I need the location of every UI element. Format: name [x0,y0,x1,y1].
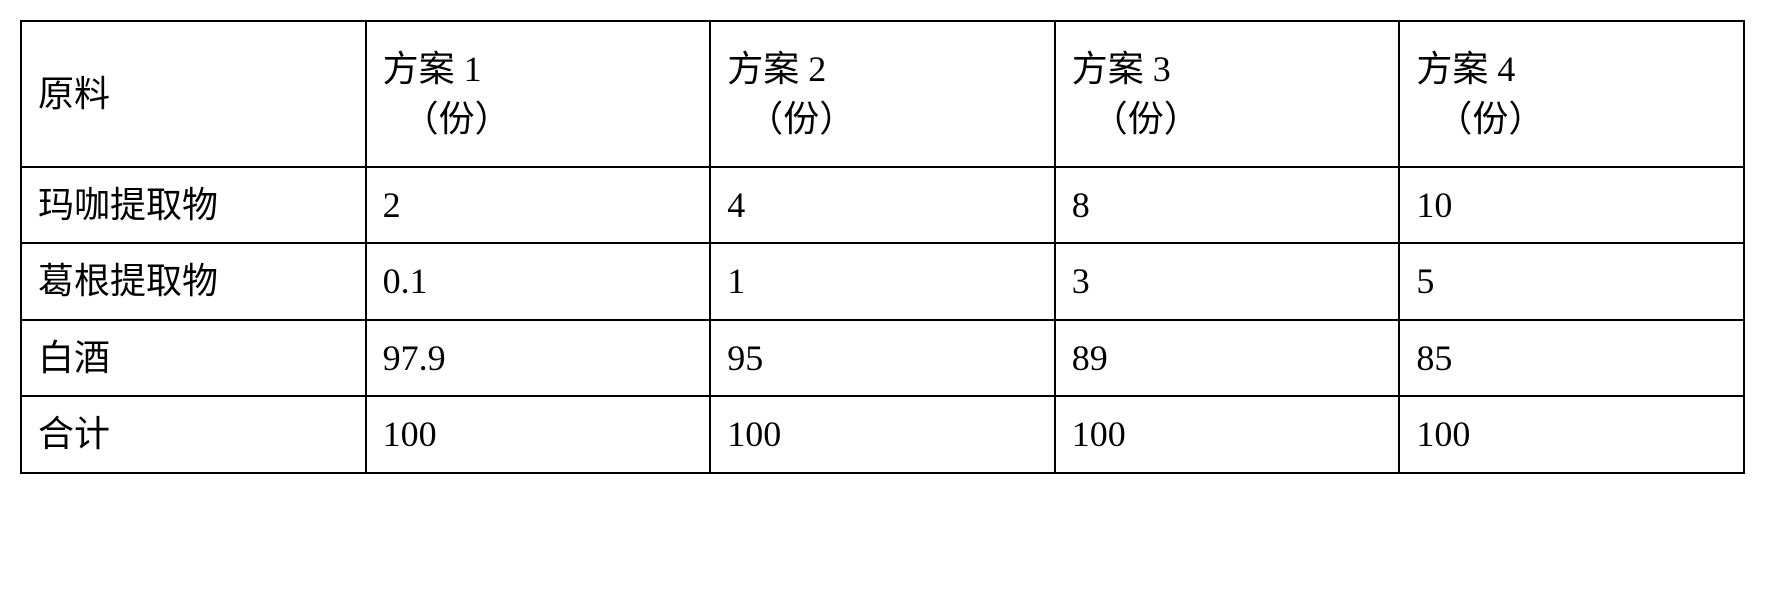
header-label: 方案 2 [727,49,826,89]
table-header-row: 原料 方案 1 （份） 方案 2 （份） 方案 3 （份） 方案 4 （份） [21,21,1744,167]
header-cell-plan2: 方案 2 （份） [710,21,1055,167]
cell-value: 97.9 [366,320,711,396]
table-row: 玛咖提取物 2 4 8 10 [21,167,1744,243]
header-unit: （份） [1072,94,1383,144]
cell-value: 10 [1399,167,1744,243]
row-label: 葛根提取物 [21,243,366,319]
header-cell-plan3: 方案 3 （份） [1055,21,1400,167]
header-cell-plan1: 方案 1 （份） [366,21,711,167]
row-label: 合计 [21,396,366,472]
cell-value: 100 [366,396,711,472]
cell-value: 3 [1055,243,1400,319]
header-cell-plan4: 方案 4 （份） [1399,21,1744,167]
cell-value: 100 [1055,396,1400,472]
table-row: 葛根提取物 0.1 1 3 5 [21,243,1744,319]
header-label: 方案 1 [383,49,482,89]
header-label: 方案 3 [1072,49,1171,89]
cell-value: 5 [1399,243,1744,319]
cell-value: 95 [710,320,1055,396]
header-label: 方案 4 [1416,49,1515,89]
cell-value: 89 [1055,320,1400,396]
header-cell-ingredient: 原料 [21,21,366,167]
header-unit: （份） [1416,94,1727,144]
cell-value: 0.1 [366,243,711,319]
cell-value: 1 [710,243,1055,319]
header-label: 原料 [38,74,110,114]
header-unit: （份） [727,94,1038,144]
table-row: 合计 100 100 100 100 [21,396,1744,472]
row-label: 玛咖提取物 [21,167,366,243]
data-table: 原料 方案 1 （份） 方案 2 （份） 方案 3 （份） 方案 4 （份） 玛… [20,20,1745,474]
row-label: 白酒 [21,320,366,396]
cell-value: 2 [366,167,711,243]
header-unit: （份） [383,94,694,144]
cell-value: 100 [710,396,1055,472]
cell-value: 100 [1399,396,1744,472]
table-row: 白酒 97.9 95 89 85 [21,320,1744,396]
cell-value: 85 [1399,320,1744,396]
cell-value: 8 [1055,167,1400,243]
cell-value: 4 [710,167,1055,243]
